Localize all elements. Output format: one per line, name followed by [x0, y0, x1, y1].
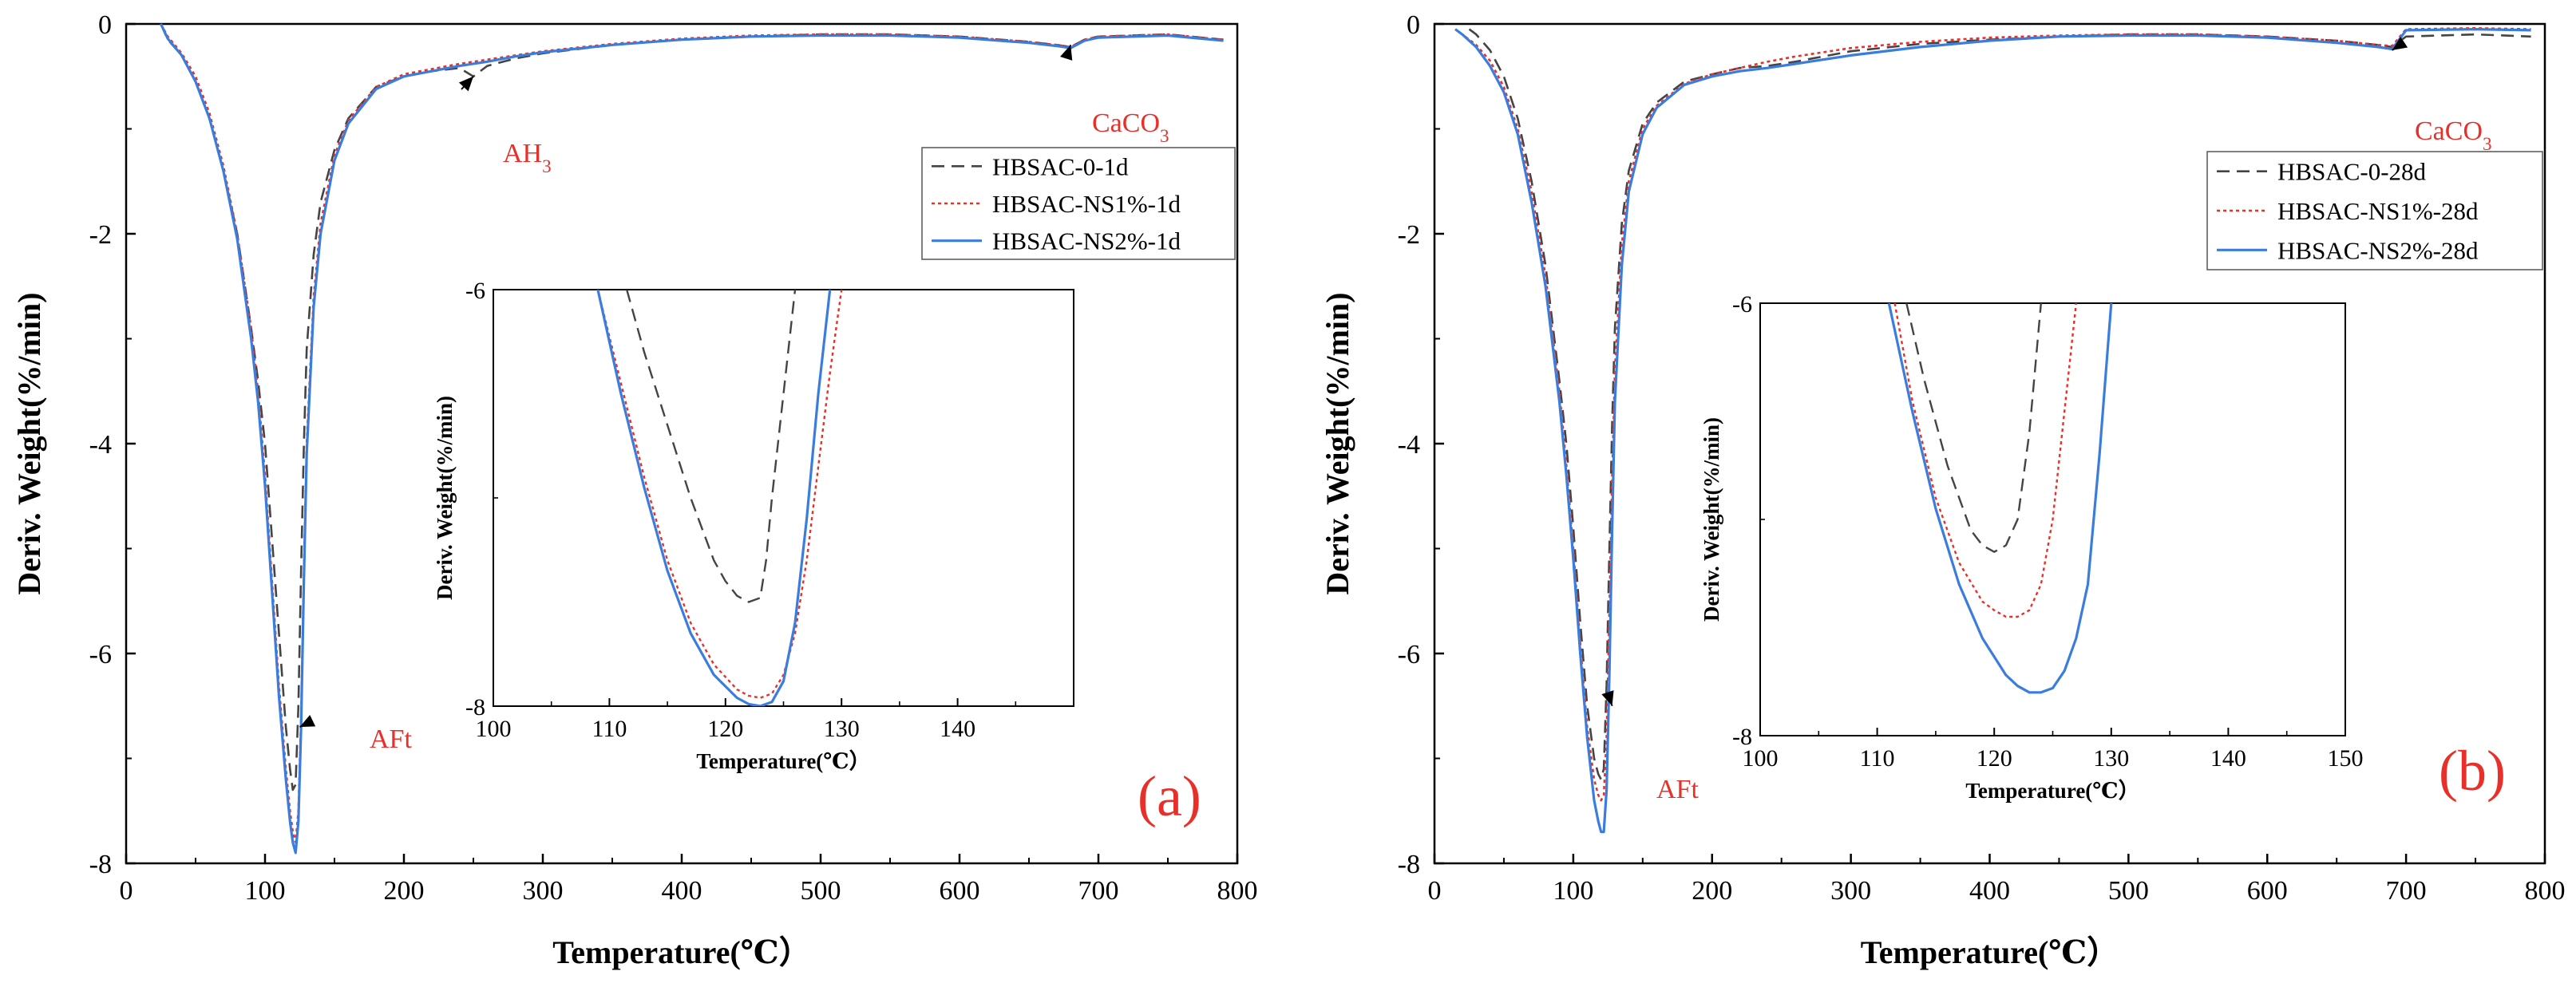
x-tick-label: 500 [801, 876, 841, 906]
inset-x-tick-label: 100 [1743, 745, 1779, 772]
x-axis-label: Temperature(℃） [1861, 934, 2119, 970]
annotation-arrow-head [2392, 37, 2408, 50]
annotation-label: AFt [370, 724, 412, 754]
inset-x-tick-label: 110 [1860, 745, 1895, 772]
y-tick-label: -6 [1398, 640, 1420, 669]
legend-entry: HBSAC-0-1d [992, 152, 1129, 180]
x-tick-label: 800 [1217, 876, 1258, 906]
series-group [160, 23, 1224, 855]
inset-frame [493, 289, 1074, 707]
legend-entry: HBSAC-NS1%-1d [992, 190, 1181, 218]
inset-x-tick-label: 140 [2210, 745, 2246, 772]
y-tick-label: -6 [89, 640, 112, 669]
x-tick-label: 700 [2386, 876, 2427, 906]
annotation-label: CaCO3 [2415, 116, 2492, 155]
x-tick-label: 500 [2108, 876, 2149, 906]
inset-x-tick-label: 100 [476, 716, 512, 742]
panel-label: (a) [1138, 764, 1201, 828]
legend-entry: HBSAC-0-28d [2277, 158, 2427, 186]
y-tick-label: -4 [89, 430, 112, 460]
x-tick-label: 0 [1428, 876, 1442, 906]
y-axis-label: Deriv. Weight(%/min) [11, 292, 47, 594]
x-tick-label: 200 [384, 876, 425, 906]
y-tick-label: -2 [89, 220, 112, 250]
inset-series-group [596, 290, 843, 706]
inset-x-tick-label: 130 [824, 716, 860, 742]
inset-x-tick-label: 120 [707, 716, 743, 742]
inset-x-tick-label: 140 [940, 716, 975, 742]
inset-x-tick-label: 120 [1977, 745, 2012, 772]
legend-entry: HBSAC-NS2%-1d [992, 227, 1181, 255]
inset-x-tick-label: 150 [2328, 745, 2364, 772]
annotation-arrow-head [1601, 690, 1614, 706]
series-line-3 [1454, 28, 2531, 834]
inset-series-line-2 [596, 290, 843, 699]
series-group [1454, 27, 2531, 834]
legend-entry: HBSAC-NS1%-28d [2277, 197, 2479, 225]
annotation-arrow-head [1060, 45, 1073, 61]
x-tick-label: 300 [1830, 876, 1871, 906]
y-axis-label: Deriv. Weight(%/min) [1320, 292, 1355, 594]
inset-series-line-3 [596, 290, 832, 706]
x-tick-label: 800 [2525, 876, 2566, 906]
panel-b: 0 100 200 300 400 500 600 700 800 0 -2 -4 -6 -8 Temper… [1320, 10, 2566, 970]
x-tick-label: 300 [523, 876, 564, 906]
x-tick-label: 400 [662, 876, 702, 906]
inset-y-tick-label: -8 [465, 694, 485, 721]
x-tick-label: 600 [940, 876, 980, 906]
inset-x-tick-label: 130 [2093, 745, 2129, 772]
y-tick-label: -2 [1398, 220, 1420, 250]
annotation-arrow-head [458, 76, 473, 92]
y-tick-label: -4 [1398, 430, 1420, 460]
inset-x-axis-label: Temperature(℃） [696, 749, 870, 773]
inset-series-group [1887, 303, 2113, 694]
x-tick-label: 200 [1692, 876, 1732, 906]
y-tick-label: 0 [1407, 10, 1420, 40]
y-tick-label: -8 [1398, 850, 1420, 879]
inset-x-axis-label: Temperature(℃） [1965, 779, 2139, 803]
y-tick-label: 0 [98, 10, 112, 40]
annotation-label: CaCO3 [1092, 109, 1169, 147]
x-tick-label: 0 [120, 876, 133, 906]
x-tick-label: 400 [1969, 876, 2010, 906]
inset-y-axis-label: Deriv. Weight(%/min) [433, 396, 457, 600]
x-tick-label: 700 [1078, 876, 1119, 906]
inset-series-line-2 [1893, 303, 2077, 618]
x-tick-label: 600 [2247, 876, 2288, 906]
annotation-label: AFt [1656, 775, 1699, 804]
inset-y-tick-label: -6 [1732, 291, 1752, 318]
panel-a: 0 100 200 300 400 500 600 700 800 0 -2 -4 -6 -8 Temper… [11, 10, 1258, 970]
inset-y-tick-label: -8 [1732, 724, 1752, 750]
inset-series-line-3 [1887, 303, 2113, 694]
annotation-arrow-head [299, 714, 316, 728]
annotation-label: AH3 [503, 139, 552, 177]
y-tick-label: -8 [89, 850, 112, 879]
inset-series-line-1 [626, 290, 797, 603]
inset-y-axis-label: Deriv. Weight(%/min) [1700, 417, 1723, 622]
inset-x-tick-label: 110 [592, 716, 627, 742]
inset-series-line-1 [1905, 303, 2042, 553]
x-axis-label: Temperature(℃） [552, 934, 810, 970]
x-tick-label: 100 [1553, 876, 1593, 906]
x-tick-label: 100 [245, 876, 286, 906]
panel-label: (b) [2439, 739, 2506, 803]
series-line-3 [160, 23, 1224, 855]
inset-y-tick-label: -6 [465, 278, 485, 304]
legend-entry: HBSAC-NS2%-28d [2277, 236, 2479, 264]
